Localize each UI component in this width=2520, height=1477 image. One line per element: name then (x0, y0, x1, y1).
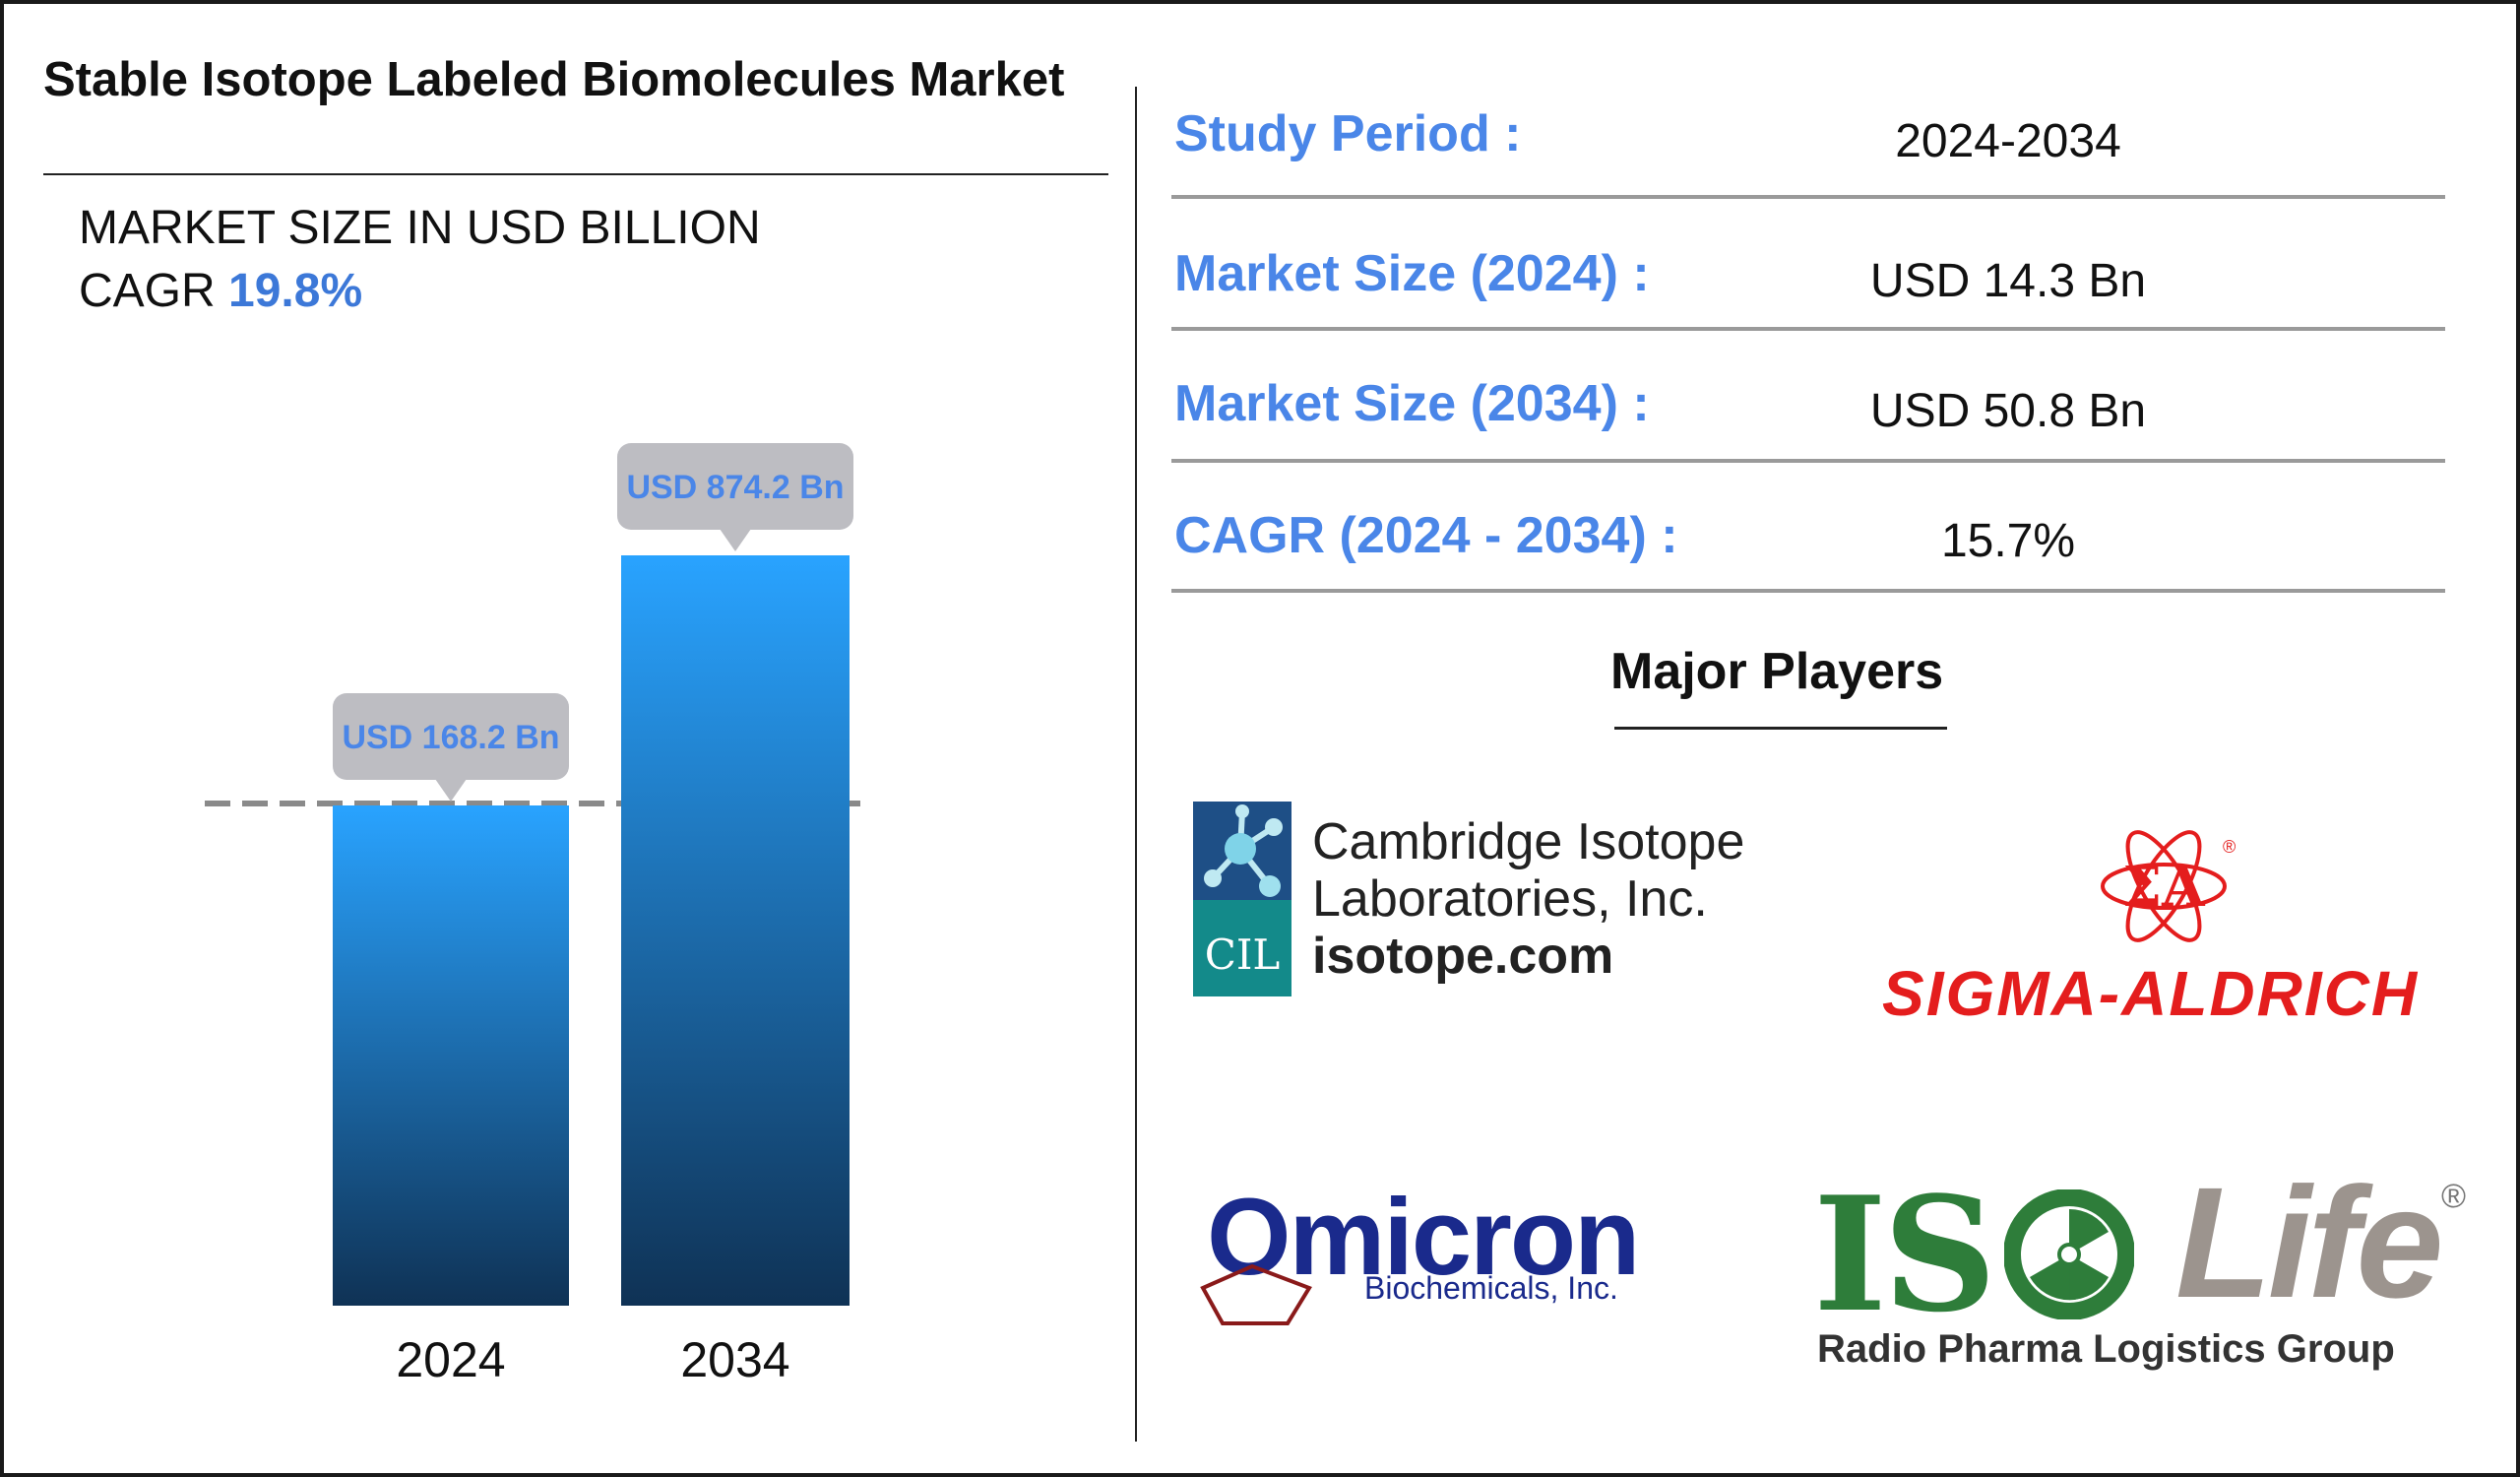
page-title: Stable Isotope Labeled Biomolecules Mark… (43, 53, 1065, 106)
chart-subtitle: MARKET SIZE IN USD BILLION CAGR 19.8% (79, 197, 761, 323)
row-divider (1171, 459, 2445, 463)
callout-pointer (435, 779, 467, 802)
major-players-underline (1614, 727, 1947, 730)
cagr-label: CAGR (79, 265, 216, 317)
isolife-subtitle: Radio Pharma Logistics Group (1817, 1327, 2395, 1371)
sigma-aldrich-name: SIGMA-ALDRICH (1882, 958, 2420, 1029)
market-size-unit-label: MARKET SIZE IN USD BILLION (79, 202, 761, 254)
sigma-reg: ® (2223, 837, 2236, 857)
row-divider (1171, 195, 2445, 199)
x-tick-label: 2034 (680, 1332, 789, 1387)
data-label-callout: USD 874.2 Bn (617, 443, 853, 551)
isolife-life-text: Life (2175, 1154, 2443, 1330)
callout-box (617, 443, 853, 530)
isolife-reg: ® (2441, 1178, 2467, 1215)
cil-url: isotope.com (1312, 928, 1614, 985)
cil-name-line2: Laboratories, Inc. (1312, 870, 1708, 928)
cil-abbr: CIL (1205, 931, 1281, 979)
pentagon-icon (1200, 1263, 1312, 1325)
x-tick-label: 2024 (396, 1332, 505, 1387)
omicron-subtitle: Biochemicals, Inc. (1364, 1270, 1618, 1306)
sigma-mark: ΣA (2122, 855, 2206, 920)
study-period-label: Study Period : (1174, 105, 1522, 162)
isolife-iso-text: IS (1813, 1162, 1996, 1347)
cil-name: Cambridge Isotope Laboratories, Inc. iso… (1312, 813, 1744, 985)
market-size-2024-value: USD 14.3 Bn (1869, 255, 2147, 307)
cil-name-line1: Cambridge Isotope (1312, 813, 1745, 870)
bar-data-label: USD 874.2 Bn (626, 469, 844, 506)
cil-molecule-logo: CIL (1193, 802, 1292, 996)
market-size-2034-value: USD 50.8 Bn (1869, 385, 2147, 437)
cagr-line: CAGR 19.8% (79, 260, 761, 323)
row-divider (1171, 327, 2445, 331)
data-label-callout: USD 168.2 Bn (333, 693, 569, 802)
study-period-value: 2024-2034 (1895, 115, 2121, 167)
title-underline (43, 173, 1108, 175)
bar-data-label: USD 168.2 Bn (342, 719, 559, 756)
sigma-aldrich-atom-logo: ΣA ® (2101, 830, 2236, 942)
row-divider (1171, 589, 2445, 593)
market-size-2024-label: Market Size (2024) : (1174, 245, 1650, 302)
market-size-bar-chart: USD 168.2 Bn 2024 USD 874.2 Bn 2034 (205, 443, 860, 1387)
vertical-divider (1135, 87, 1137, 1442)
market-size-2034-label: Market Size (2034) : (1174, 375, 1650, 432)
bar-2024 (333, 805, 569, 1306)
callout-box (333, 693, 569, 780)
callout-pointer (720, 529, 751, 551)
major-players-title: Major Players (1610, 643, 1944, 700)
cagr-period-label: CAGR (2024 - 2034) : (1174, 507, 1678, 564)
radiation-icon (2004, 1189, 2134, 1319)
cagr-period-value: 15.7% (1940, 515, 2076, 567)
bar-2034 (621, 555, 850, 1306)
cagr-value: 19.8% (228, 265, 363, 317)
